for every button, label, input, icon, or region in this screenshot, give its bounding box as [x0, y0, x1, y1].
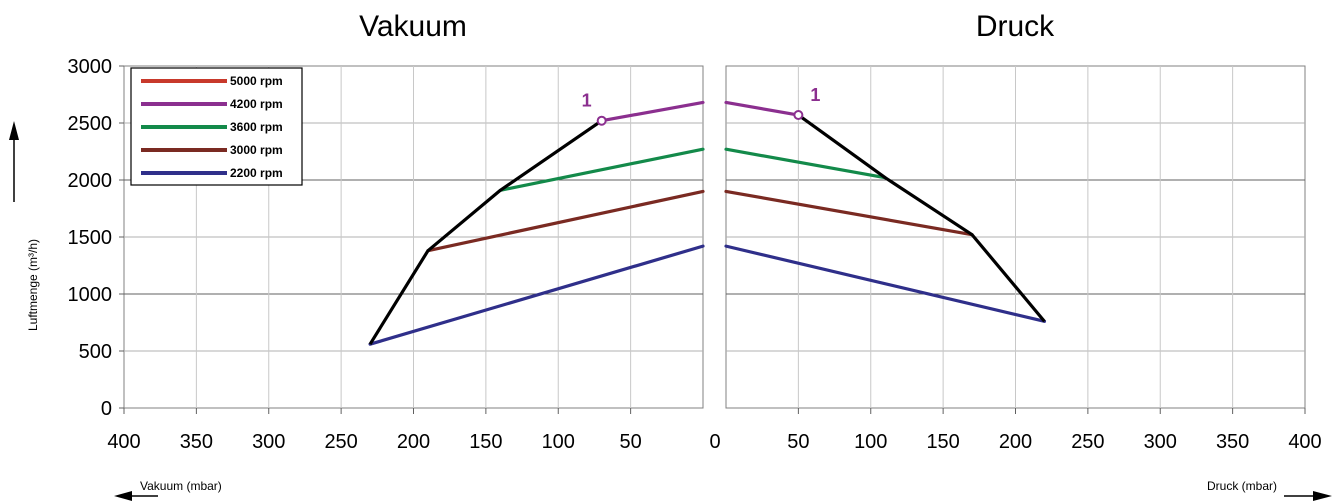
envelope-line-druck [797, 113, 1046, 323]
x-tick-label-right: 100 [854, 431, 887, 453]
y-axis-label: Luftmenge (m³/h) [26, 239, 40, 331]
x-tick-label-right: 150 [926, 431, 959, 453]
x-tick-label-left: 150 [469, 431, 502, 453]
series-line-druck-3000-rpm [724, 189, 974, 237]
x-tick-label-zero: 0 [709, 431, 720, 453]
y-tick-label: 0 [101, 398, 112, 420]
legend-label-3000-rpm: 3000 rpm [230, 143, 283, 157]
x-tick-label-right: 250 [1071, 431, 1104, 453]
x-tick-label-left: 100 [542, 431, 575, 453]
series-line-vakuum-3600-rpm [498, 147, 705, 192]
x-tick-label-right: 350 [1216, 431, 1249, 453]
y-tick-label: 1000 [68, 284, 113, 306]
x-tick-label-right: 50 [787, 431, 809, 453]
left-x-arrow-head-icon [114, 491, 132, 501]
series-line-vakuum-3000-rpm [426, 189, 705, 253]
x-tick-label-left: 250 [324, 431, 357, 453]
right-x-arrow-head-icon [1313, 491, 1332, 501]
y-tick-label: 500 [79, 341, 112, 363]
y-tick-label: 1500 [68, 227, 113, 249]
series-line-druck-4200-rpm [724, 100, 800, 117]
x-tick-label-right: 200 [999, 431, 1032, 453]
x-tick-label-left: 400 [107, 431, 140, 453]
y-tick-label: 3000 [68, 56, 113, 78]
x-tick-label-left: 200 [397, 431, 430, 453]
series-line-druck-2200-rpm [724, 244, 1047, 323]
legend-label-5000-rpm: 5000 rpm [230, 74, 283, 88]
x-tick-label-left: 50 [620, 431, 642, 453]
right-chart-title: Druck [976, 10, 1055, 43]
x-tick-label-left: 300 [252, 431, 285, 453]
y-axis-arrow-head-icon [9, 121, 19, 140]
annotation-marker-vakuum [596, 115, 607, 126]
annotation-label-vakuum: 1 [582, 91, 592, 111]
x-tick-label-right: 400 [1288, 431, 1321, 453]
left-x-axis-label: Vakuum (mbar) [140, 479, 222, 493]
series-line-vakuum-2200-rpm [368, 244, 705, 346]
x-tick-label-left: 350 [180, 431, 213, 453]
annotation-marker-druck [793, 110, 804, 121]
series-line-vakuum-4200-rpm [600, 100, 705, 123]
x-tick-label-right: 300 [1144, 431, 1177, 453]
legend-label-4200-rpm: 4200 rpm [230, 97, 283, 111]
envelope-line-vakuum [368, 119, 603, 346]
y-tick-label: 2000 [68, 170, 113, 192]
legend: 5000 rpm 4200 rpm 3600 rpm 3000 rpm 2200 rpm [130, 67, 303, 186]
left-chart-title: Vakuum [359, 10, 467, 43]
series-line-druck-3600-rpm [724, 147, 887, 180]
legend-label-2200-rpm: 2200 rpm [230, 166, 283, 180]
envelope-line [368, 113, 1046, 346]
right-x-axis-label: Druck (mbar) [1207, 479, 1277, 493]
y-tick-label: 2500 [68, 113, 113, 135]
grid-lines [124, 66, 1305, 408]
series-lines [368, 100, 1047, 346]
annotation-label-druck: 1 [810, 85, 820, 105]
legend-label-3600-rpm: 3600 rpm [230, 120, 283, 134]
